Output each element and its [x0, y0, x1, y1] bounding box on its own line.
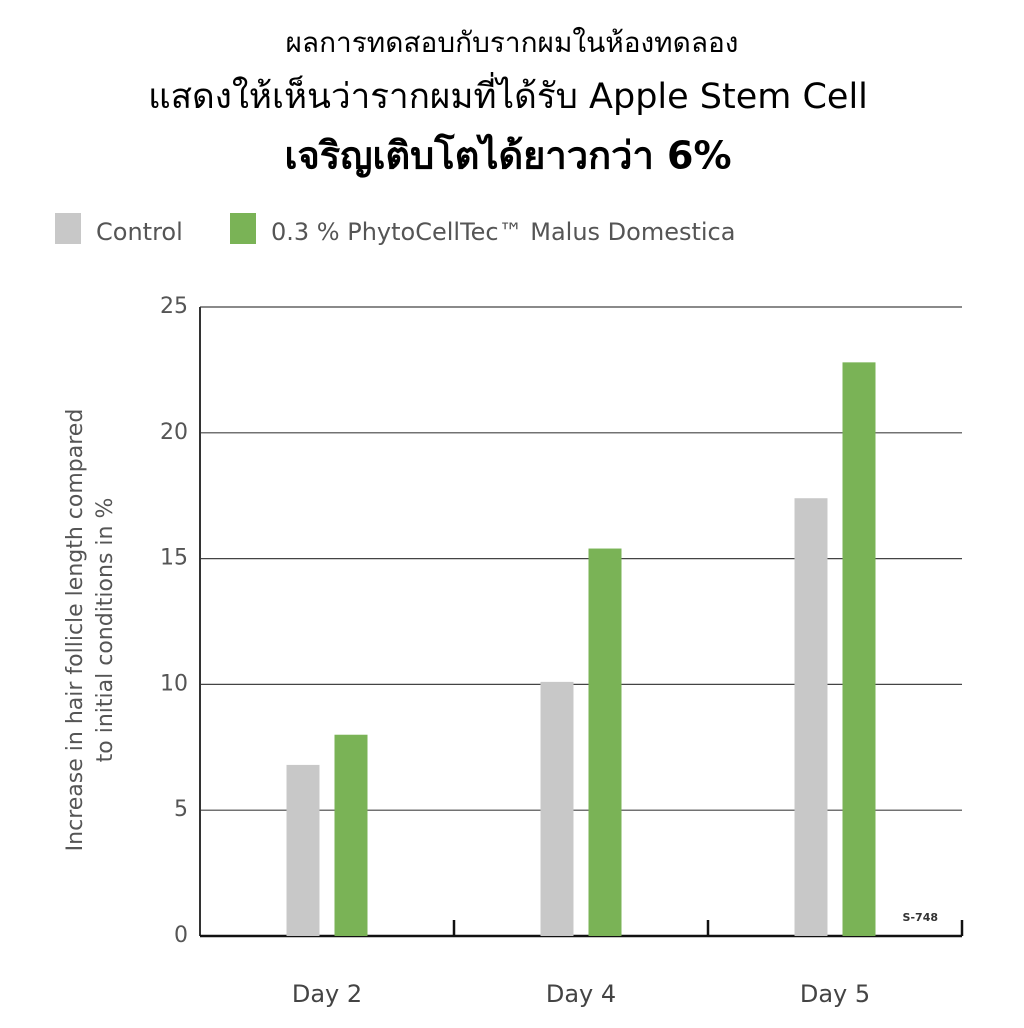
- bar: [794, 498, 828, 936]
- legend-label: 0.3 % PhytoCellTec™ Malus Domestica: [271, 218, 735, 246]
- legend-swatch: [55, 213, 81, 244]
- code-note: S-748: [903, 911, 938, 924]
- y-tick-label: 5: [174, 797, 188, 822]
- y-axis-label: to initial conditions in %: [93, 498, 118, 763]
- x-tick-label: Day 4: [546, 980, 616, 1008]
- legend-label: Control: [96, 218, 183, 246]
- bar: [286, 764, 320, 936]
- x-tick-label: Day 2: [292, 980, 362, 1008]
- y-tick-label: 20: [160, 420, 188, 445]
- chart-subtitle: แสดงให้เห็นว่ารากผมที่ได้รับ Apple Stem …: [148, 72, 868, 117]
- bar: [540, 681, 574, 936]
- y-tick-label: 15: [160, 546, 188, 571]
- legend-swatch: [230, 213, 256, 244]
- y-tick-label: 0: [174, 923, 188, 948]
- y-tick-label: 25: [160, 294, 188, 319]
- y-tick-label: 10: [160, 671, 188, 696]
- bar: [334, 734, 368, 936]
- y-axis-label: Increase in hair follicle length compare…: [63, 409, 88, 852]
- chart-title: ผลการทดสอบกับรากผมในห้องทดลอง: [286, 26, 739, 59]
- bar: [588, 548, 622, 936]
- x-tick-label: Day 5: [800, 980, 870, 1008]
- bar: [842, 362, 876, 936]
- headline: เจริญเติบโตได้ยาวกว่า 6%: [284, 133, 731, 178]
